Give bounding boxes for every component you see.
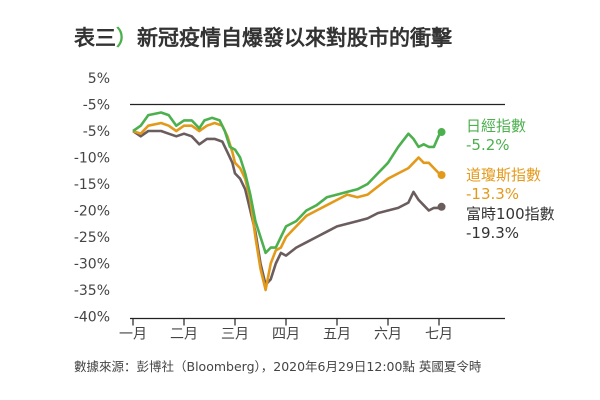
source-note: 數據來源：彭博社（Bloomberg），2020年6月29日12:00點 英國夏…: [74, 359, 482, 374]
series-value-label: -19.3%: [466, 224, 519, 242]
x-tick-label: 七月: [425, 327, 453, 343]
series-line-0: [132, 111, 443, 255]
x-tick-label: 六月: [374, 327, 402, 343]
x-tick-label: 五月: [323, 327, 351, 343]
series-line-1: [132, 121, 443, 292]
chart-title: 表三）新冠疫情自爆發以來對股市的衝擊: [74, 22, 452, 52]
y-tick-label: -40%: [74, 310, 110, 326]
title-paren: ）: [116, 26, 137, 50]
series-name-label: 日經指數: [466, 117, 526, 135]
y-tick-label: -5%: [83, 124, 110, 140]
series-end-markers: [437, 128, 446, 211]
x-tick-label: 一月: [119, 327, 147, 343]
y-tick-label: -20%: [74, 204, 110, 220]
title-prefix: 表三: [74, 26, 116, 50]
title-main: 新冠疫情自爆發以來對股市的衝擊: [137, 26, 452, 50]
y-tick-label: -5%: [83, 98, 110, 114]
series-value-label: -13.3%: [466, 185, 519, 203]
x-tick-label: 四月: [272, 327, 300, 343]
y-tick-label: -10%: [74, 151, 110, 167]
x-tick-label: 三月: [221, 327, 249, 343]
series-lines: [132, 111, 443, 292]
y-axis-labels: 5% -5% -5% -10% -15% -20% -25% -30% -35% -40%: [74, 71, 110, 326]
y-tick-label: 5%: [88, 71, 110, 87]
y-tick-label: -35%: [74, 283, 110, 299]
series-line-2: [132, 129, 443, 286]
y-tick-label: -15%: [74, 177, 110, 193]
x-axis-ticks: 一月 二月 三月 四月 五月 六月 七月: [119, 318, 453, 343]
series-end-dot-1: [437, 170, 446, 179]
series-end-dot-2: [437, 202, 446, 211]
series-end-dot-0: [437, 128, 446, 137]
series-labels: 日經指數-5.2% 道瓊斯指數-13.3% 富時100指數-19.3%: [466, 117, 555, 242]
series-name-label: 富時100指數: [466, 205, 555, 223]
y-tick-label: -30%: [74, 257, 110, 273]
y-tick-label: -25%: [74, 230, 110, 246]
x-tick-label: 二月: [170, 327, 198, 343]
series-value-label: -5.2%: [466, 136, 510, 154]
series-name-label: 道瓊斯指數: [466, 166, 541, 184]
